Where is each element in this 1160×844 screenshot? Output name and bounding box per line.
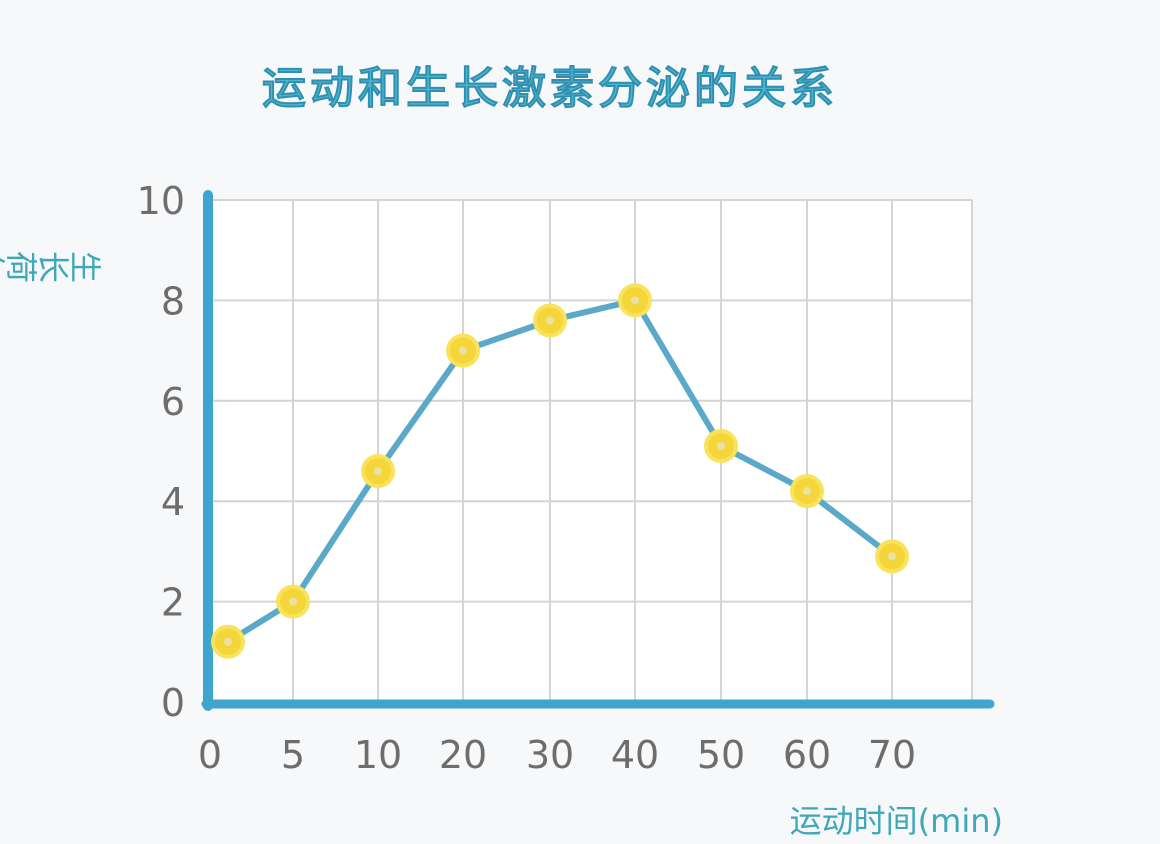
x-tick-label: 50 (697, 733, 745, 777)
axes (201, 190, 995, 711)
grid-lines (210, 199, 973, 702)
y-tick-label: 4 (161, 480, 185, 524)
y-axis-title: 生长荷尔蒙(ng\ml) (0, 246, 102, 284)
x-tick-label: 70 (868, 733, 916, 777)
x-tick-label: 20 (439, 733, 487, 777)
data-point-center (888, 552, 896, 561)
data-point-center (374, 467, 382, 476)
tick-labels: 0 2 4 6 8 10 0 5 10 20 30 40 50 60 70 (137, 179, 917, 777)
x-tick-label: 30 (526, 733, 574, 777)
y-tick-label: 8 (161, 279, 185, 323)
x-tick-label: 5 (281, 733, 305, 777)
data-point-center (224, 637, 232, 646)
y-tick-label: 2 (161, 581, 185, 625)
data-point-center (717, 441, 725, 450)
y-tick-label: 6 (161, 380, 185, 424)
chart-title: 运动和生长激素分泌的关系 (262, 63, 838, 114)
y-tick-label: 0 (161, 681, 185, 725)
y-tick-label: 10 (137, 179, 185, 223)
x-tick-label: 60 (783, 733, 831, 777)
data-points (211, 283, 909, 659)
data-point-center (803, 487, 811, 496)
data-point-center (459, 346, 467, 355)
x-tick-label: 40 (611, 733, 659, 777)
x-tick-label: 10 (354, 733, 402, 777)
data-point-center (631, 296, 639, 305)
data-point-center (289, 597, 297, 606)
x-tick-label: 0 (198, 733, 222, 777)
plot-area (210, 200, 972, 702)
data-point-center (546, 316, 554, 325)
x-axis-title: 运动时间(min) (790, 802, 1003, 840)
